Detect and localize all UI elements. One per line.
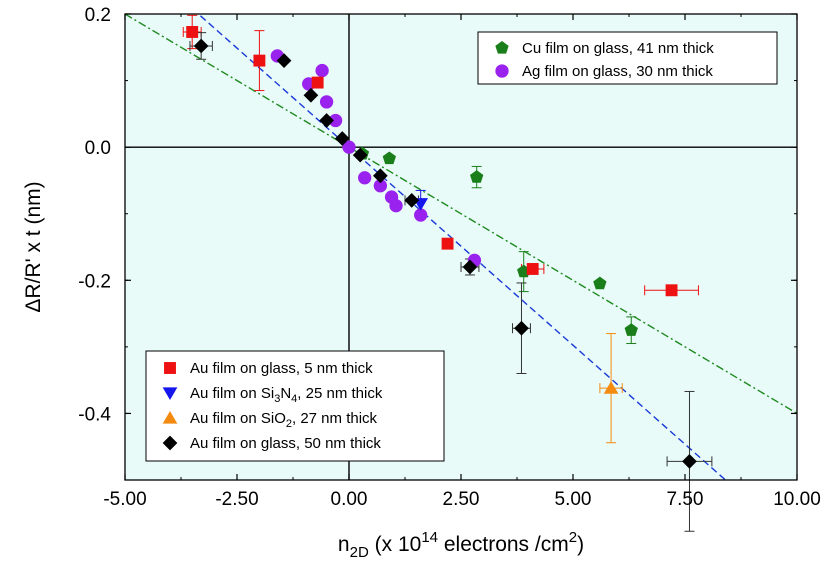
y-tick-label: 0.0	[85, 138, 111, 159]
fit-line-dash-dot	[125, 14, 797, 415]
marker-pentagon	[382, 151, 396, 165]
marker-diamond	[193, 38, 209, 54]
x-tick-label: -5.00	[103, 489, 146, 510]
legend-label: Au film on glass, 5 nm thick	[190, 360, 373, 377]
legend-label: Cu film on glass, 41 nm thick	[522, 40, 714, 57]
data-markers	[186, 26, 697, 469]
legend-upper: Cu film on glass, 41 nm thick Ag film on …	[477, 31, 778, 85]
marker-pentagon	[470, 170, 484, 183]
x-axis-title: n2D (x 1014 electrons /cm2)	[338, 529, 584, 561]
marker-pentagon	[593, 276, 607, 290]
marker-diamond	[319, 113, 334, 128]
legend-label: Au film on glass, 50 nm thick	[190, 435, 381, 452]
marker-triangle-up	[603, 381, 619, 394]
x-tick-label: -2.50	[215, 489, 258, 510]
marker-diamond	[404, 193, 420, 208]
marker-square	[253, 54, 266, 67]
marker-square	[441, 237, 454, 250]
y-tick-label: -0.2	[78, 271, 111, 292]
legend-lower: Au film on glass, 5 nm thick Au film on S…	[145, 350, 445, 462]
marker-pentagon	[624, 323, 638, 336]
marker-diamond	[514, 320, 529, 336]
y-tick-label: 0.2	[85, 5, 111, 26]
legend-label: Au film on SiO2, 27 nm thick	[190, 410, 378, 430]
marker-square	[186, 26, 199, 38]
marker-circle	[342, 140, 356, 154]
legend-box	[145, 350, 445, 462]
marker-triangle-down	[162, 387, 178, 400]
marker-diamond	[276, 53, 292, 68]
x-tick-label: 5.00	[555, 489, 592, 510]
marker-diamond	[373, 168, 388, 184]
marker-diamond	[334, 131, 350, 146]
marker-triangle-up	[162, 411, 178, 424]
x-tick-label: 0.00	[331, 489, 368, 510]
axis-ticks: -5.00 -2.50 0.00 2.50 5.00 7.50 10.00 -0.4 -0.2 0…	[78, 5, 821, 510]
legend-label: Au film on Si3N4, 25 nm thick	[190, 385, 383, 405]
marker-circle	[414, 208, 428, 222]
y-axis-title: ΔR/R' x t (nm)	[22, 181, 45, 312]
marker-diamond	[352, 147, 368, 163]
marker-circle	[495, 64, 509, 78]
x-tick-label: 2.50	[443, 489, 480, 510]
x-tick-label: 7.50	[667, 489, 704, 510]
marker-square	[526, 263, 539, 275]
marker-diamond	[682, 454, 697, 469]
legend-box	[477, 31, 778, 85]
marker-square	[665, 284, 678, 297]
marker-circle	[315, 63, 329, 78]
legend-label: Ag film on glass, 30 nm thick	[522, 63, 713, 80]
marker-diamond	[303, 87, 319, 103]
marker-diamond	[162, 435, 178, 451]
y-tick-label: -0.4	[78, 404, 111, 425]
marker-square	[311, 76, 324, 89]
marker-circle	[373, 179, 388, 193]
marker-circle	[328, 113, 343, 128]
marker-circle	[358, 171, 372, 185]
marker-diamond	[462, 259, 478, 275]
marker-circle	[389, 199, 403, 213]
fit-lines	[125, 14, 797, 480]
marker-pentagon	[495, 41, 509, 54]
marker-circle	[319, 95, 334, 109]
marker-square	[164, 362, 176, 374]
x-tick-label: 10.00	[773, 489, 821, 510]
